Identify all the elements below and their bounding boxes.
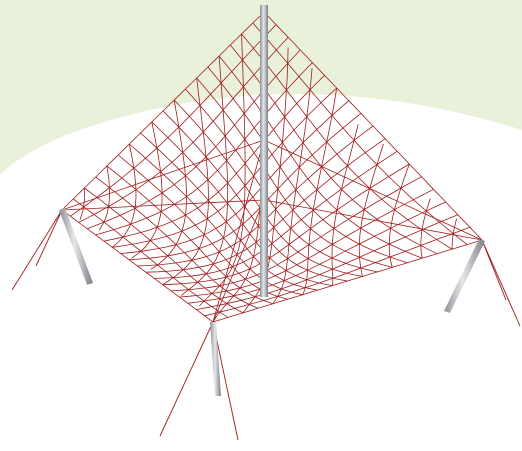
rope — [162, 77, 209, 286]
rope — [212, 139, 265, 323]
guy-rope — [159, 321, 214, 437]
guy-rope — [481, 239, 521, 327]
rope — [212, 239, 483, 323]
rope — [61, 199, 265, 211]
rope — [112, 143, 137, 248]
rope — [420, 198, 431, 259]
guy-rope — [481, 239, 507, 301]
center-pole — [260, 5, 268, 297]
rope — [150, 99, 188, 270]
rope — [61, 209, 214, 323]
rope — [199, 33, 246, 307]
rope — [61, 139, 265, 211]
rope — [131, 121, 163, 259]
rope — [99, 165, 111, 231]
rope — [272, 67, 313, 305]
corner-pole — [210, 322, 221, 396]
guy-rope — [11, 209, 63, 291]
corner-pole — [59, 208, 93, 285]
rope — [212, 199, 265, 323]
rope — [242, 47, 289, 314]
rope — [358, 143, 384, 277]
corner-pole — [444, 239, 485, 313]
rope — [331, 124, 359, 286]
rope — [302, 87, 338, 295]
rope — [263, 199, 483, 241]
rope — [181, 55, 229, 296]
poles — [59, 5, 485, 396]
rope — [388, 163, 410, 268]
guy-rope — [35, 209, 63, 267]
rope — [263, 139, 483, 241]
rope — [79, 187, 85, 220]
rope — [196, 214, 458, 310]
